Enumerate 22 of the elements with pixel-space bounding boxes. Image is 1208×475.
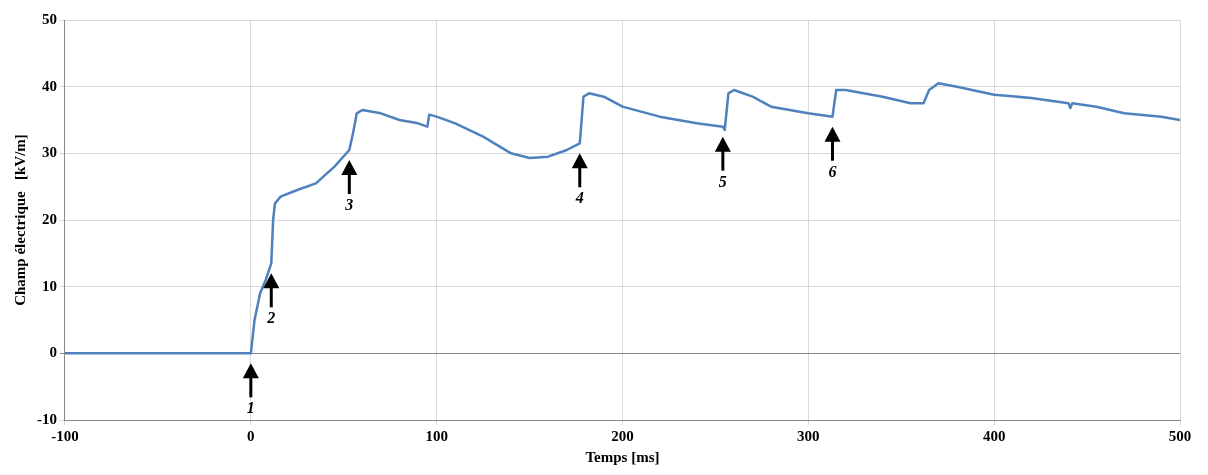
y-tick-label: 40: [42, 77, 57, 94]
y-tick-label: 20: [42, 210, 57, 227]
y-tick-label: 0: [49, 344, 57, 361]
x-tick-label: 100: [425, 427, 448, 444]
x-tick-label: 400: [982, 427, 1006, 444]
annotation: 2: [266, 309, 276, 327]
x-tick-label: 300: [797, 427, 820, 444]
x-tick-label: -100: [51, 427, 79, 444]
annotation: 5: [718, 172, 727, 190]
y-tick-label: -10: [37, 410, 57, 427]
y-tick-label: 30: [42, 144, 57, 161]
y-tick-label: 10: [42, 277, 57, 294]
annotation: 4: [574, 189, 584, 207]
annotation: 3: [344, 196, 354, 214]
y-axis-title: Champ électrique [kV/m]: [11, 134, 28, 306]
annotation: 6: [828, 162, 837, 180]
x-tick-label: 0: [247, 427, 255, 444]
x-axis-title: Temps [ms]: [585, 448, 660, 465]
x-tick-label: 500: [1168, 427, 1192, 444]
y-tick-label: 50: [42, 10, 57, 27]
annotation: 1: [246, 399, 255, 417]
x-tick-label: 200: [611, 427, 634, 444]
